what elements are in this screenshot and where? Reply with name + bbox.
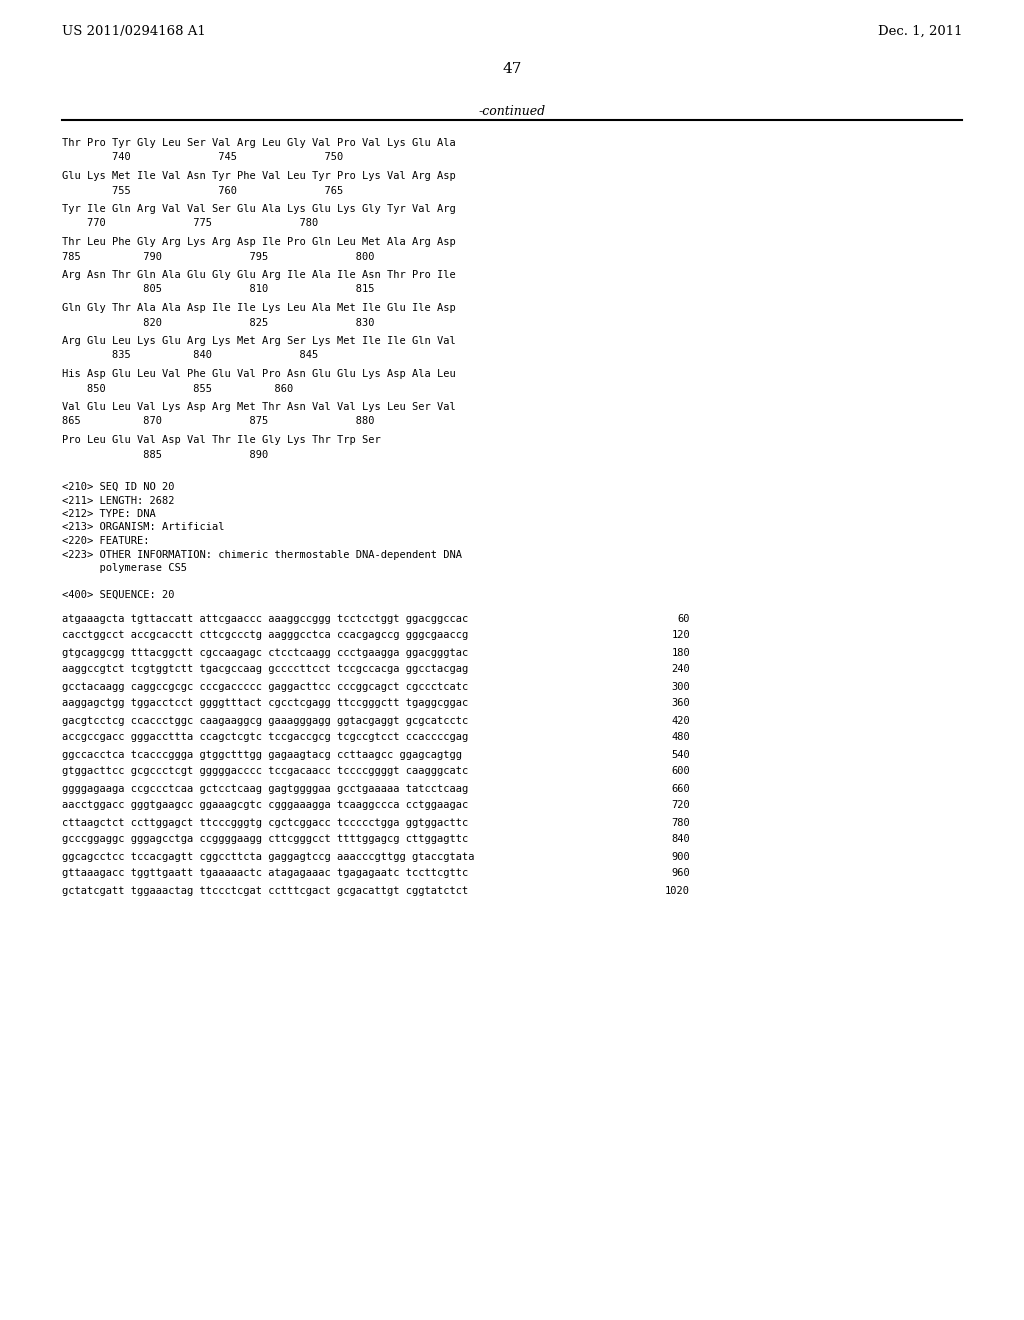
Text: 1020: 1020: [665, 886, 690, 895]
Text: 480: 480: [672, 733, 690, 742]
Text: <213> ORGANISM: Artificial: <213> ORGANISM: Artificial: [62, 523, 224, 532]
Text: Arg Glu Leu Lys Glu Arg Lys Met Arg Ser Lys Met Ile Ile Gln Val: Arg Glu Leu Lys Glu Arg Lys Met Arg Ser …: [62, 337, 456, 346]
Text: Arg Asn Thr Gln Ala Glu Gly Glu Arg Ile Ala Ile Asn Thr Pro Ile: Arg Asn Thr Gln Ala Glu Gly Glu Arg Ile …: [62, 271, 456, 280]
Text: <210> SEQ ID NO 20: <210> SEQ ID NO 20: [62, 482, 174, 492]
Text: ggggagaaga ccgccctcaa gctcctcaag gagtggggaa gcctgaaaaa tatcctcaag: ggggagaaga ccgccctcaa gctcctcaag gagtggg…: [62, 784, 468, 793]
Text: 47: 47: [503, 62, 521, 77]
Text: gcccggaggc gggagcctga ccggggaagg cttcgggcct ttttggagcg cttggagttc: gcccggaggc gggagcctga ccggggaagg cttcggg…: [62, 834, 468, 845]
Text: 770              775              780: 770 775 780: [62, 219, 318, 228]
Text: 240: 240: [672, 664, 690, 675]
Text: <223> OTHER INFORMATION: chimeric thermostable DNA-dependent DNA: <223> OTHER INFORMATION: chimeric thermo…: [62, 549, 462, 560]
Text: 960: 960: [672, 869, 690, 879]
Text: 660: 660: [672, 784, 690, 793]
Text: 420: 420: [672, 715, 690, 726]
Text: 600: 600: [672, 767, 690, 776]
Text: cttaagctct ccttggagct ttcccgggtg cgctcggacc tccccctgga ggtggacttc: cttaagctct ccttggagct ttcccgggtg cgctcgg…: [62, 817, 468, 828]
Text: Pro Leu Glu Val Asp Val Thr Ile Gly Lys Thr Trp Ser: Pro Leu Glu Val Asp Val Thr Ile Gly Lys …: [62, 436, 381, 445]
Text: 60: 60: [678, 614, 690, 623]
Text: ggcagcctcc tccacgagtt cggccttcta gaggagtccg aaacccgttgg gtaccgtata: ggcagcctcc tccacgagtt cggccttcta gaggagt…: [62, 851, 474, 862]
Text: gacgtcctcg ccaccctggc caagaaggcg gaaagggagg ggtacgaggt gcgcatcctc: gacgtcctcg ccaccctggc caagaaggcg gaaaggg…: [62, 715, 468, 726]
Text: gtgcaggcgg tttacggctt cgccaagagc ctcctcaagg ccctgaagga ggacgggtac: gtgcaggcgg tttacggctt cgccaagagc ctcctca…: [62, 648, 468, 657]
Text: atgaaagcta tgttaccatt attcgaaccc aaaggccggg tcctcctggt ggacggccac: atgaaagcta tgttaccatt attcgaaccc aaaggcc…: [62, 614, 468, 623]
Text: US 2011/0294168 A1: US 2011/0294168 A1: [62, 25, 206, 38]
Text: 180: 180: [672, 648, 690, 657]
Text: 805              810              815: 805 810 815: [62, 285, 375, 294]
Text: gctatcgatt tggaaactag ttccctcgat cctttcgact gcgacattgt cggtatctct: gctatcgatt tggaaactag ttccctcgat cctttcg…: [62, 886, 468, 895]
Text: accgccgacc gggaccttta ccagctcgtc tccgaccgcg tcgccgtcct ccaccccgag: accgccgacc gggaccttta ccagctcgtc tccgacc…: [62, 733, 468, 742]
Text: aaggccgtct tcgtggtctt tgacgccaag gccccttcct tccgccacga ggcctacgag: aaggccgtct tcgtggtctt tgacgccaag gcccctt…: [62, 664, 468, 675]
Text: polymerase CS5: polymerase CS5: [62, 564, 187, 573]
Text: 300: 300: [672, 681, 690, 692]
Text: Gln Gly Thr Ala Ala Asp Ile Ile Lys Leu Ala Met Ile Glu Ile Asp: Gln Gly Thr Ala Ala Asp Ile Ile Lys Leu …: [62, 304, 456, 313]
Text: <211> LENGTH: 2682: <211> LENGTH: 2682: [62, 495, 174, 506]
Text: ggccacctca tcacccggga gtggctttgg gagaagtacg ccttaagcc ggagcagtgg: ggccacctca tcacccggga gtggctttgg gagaagt…: [62, 750, 462, 759]
Text: 785          790              795              800: 785 790 795 800: [62, 252, 375, 261]
Text: Dec. 1, 2011: Dec. 1, 2011: [878, 25, 962, 38]
Text: 900: 900: [672, 851, 690, 862]
Text: 885              890: 885 890: [62, 450, 268, 459]
Text: Thr Leu Phe Gly Arg Lys Arg Asp Ile Pro Gln Leu Met Ala Arg Asp: Thr Leu Phe Gly Arg Lys Arg Asp Ile Pro …: [62, 238, 456, 247]
Text: <212> TYPE: DNA: <212> TYPE: DNA: [62, 510, 156, 519]
Text: His Asp Glu Leu Val Phe Glu Val Pro Asn Glu Glu Lys Asp Ala Leu: His Asp Glu Leu Val Phe Glu Val Pro Asn …: [62, 370, 456, 379]
Text: 780: 780: [672, 817, 690, 828]
Text: aaggagctgg tggacctcct ggggtttact cgcctcgagg ttccgggctt tgaggcggac: aaggagctgg tggacctcct ggggtttact cgcctcg…: [62, 698, 468, 709]
Text: 540: 540: [672, 750, 690, 759]
Text: <400> SEQUENCE: 20: <400> SEQUENCE: 20: [62, 590, 174, 601]
Text: cacctggcct accgcacctt cttcgccctg aagggcctca ccacgagccg gggcgaaccg: cacctggcct accgcacctt cttcgccctg aagggcc…: [62, 631, 468, 640]
Text: 865          870              875              880: 865 870 875 880: [62, 417, 375, 426]
Text: Thr Pro Tyr Gly Leu Ser Val Arg Leu Gly Val Pro Val Lys Glu Ala: Thr Pro Tyr Gly Leu Ser Val Arg Leu Gly …: [62, 139, 456, 148]
Text: 360: 360: [672, 698, 690, 709]
Text: 835          840              845: 835 840 845: [62, 351, 318, 360]
Text: 820              825              830: 820 825 830: [62, 318, 375, 327]
Text: 850              855          860: 850 855 860: [62, 384, 293, 393]
Text: gttaaagacc tggttgaatt tgaaaaactc atagagaaac tgagagaatc tccttcgttc: gttaaagacc tggttgaatt tgaaaaactc atagaga…: [62, 869, 468, 879]
Text: Val Glu Leu Val Lys Asp Arg Met Thr Asn Val Val Lys Leu Ser Val: Val Glu Leu Val Lys Asp Arg Met Thr Asn …: [62, 403, 456, 412]
Text: -continued: -continued: [478, 106, 546, 117]
Text: Tyr Ile Gln Arg Val Val Ser Glu Ala Lys Glu Lys Gly Tyr Val Arg: Tyr Ile Gln Arg Val Val Ser Glu Ala Lys …: [62, 205, 456, 214]
Text: gtggacttcc gcgccctcgt gggggacccc tccgacaacc tccccggggt caagggcatc: gtggacttcc gcgccctcgt gggggacccc tccgaca…: [62, 767, 468, 776]
Text: <220> FEATURE:: <220> FEATURE:: [62, 536, 150, 546]
Text: 755              760              765: 755 760 765: [62, 186, 343, 195]
Text: 120: 120: [672, 631, 690, 640]
Text: 740              745              750: 740 745 750: [62, 153, 343, 162]
Text: aacctggacc gggtgaagcc ggaaagcgtc cgggaaagga tcaaggccca cctggaagac: aacctggacc gggtgaagcc ggaaagcgtc cgggaaa…: [62, 800, 468, 810]
Text: 840: 840: [672, 834, 690, 845]
Text: 720: 720: [672, 800, 690, 810]
Text: Glu Lys Met Ile Val Asn Tyr Phe Val Leu Tyr Pro Lys Val Arg Asp: Glu Lys Met Ile Val Asn Tyr Phe Val Leu …: [62, 172, 456, 181]
Text: gcctacaagg caggccgcgc cccgaccccc gaggacttcc cccggcagct cgccctcatc: gcctacaagg caggccgcgc cccgaccccc gaggact…: [62, 681, 468, 692]
